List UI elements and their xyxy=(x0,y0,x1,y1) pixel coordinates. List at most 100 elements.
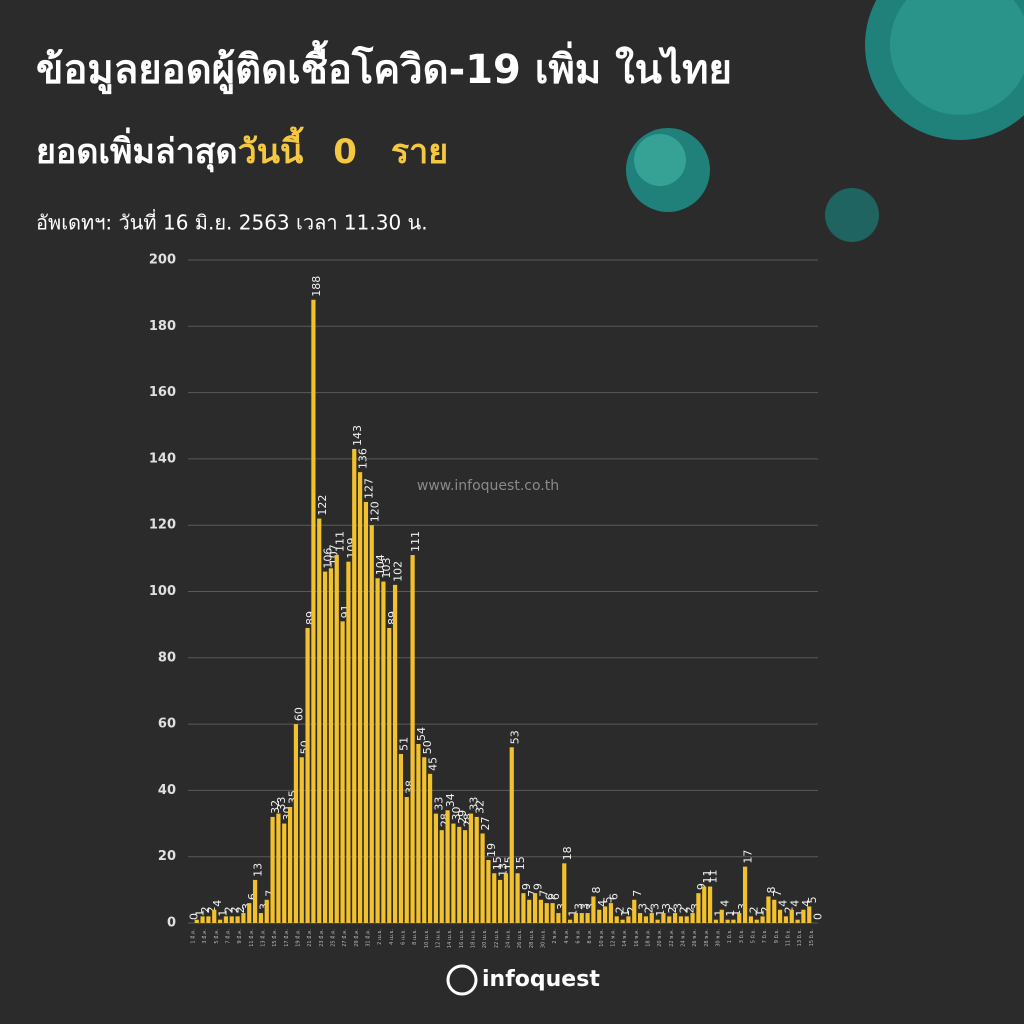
bar xyxy=(795,919,800,923)
value-label: 5 xyxy=(602,896,615,903)
bar xyxy=(649,913,654,923)
bar xyxy=(445,810,450,923)
x-tick-label: 8 เม.ย. xyxy=(412,929,418,945)
value-label: 3 xyxy=(240,903,253,910)
bar xyxy=(766,896,771,923)
bar xyxy=(206,916,211,923)
x-tick-label: 12 พ.ค. xyxy=(610,929,616,947)
value-label: 2 xyxy=(782,906,795,913)
x-tick-label: 11 มี.ค. xyxy=(248,929,255,947)
value-label: 6 xyxy=(607,893,620,900)
value-label: 1 xyxy=(217,910,230,917)
x-tick-label: 6 พ.ค. xyxy=(575,929,581,944)
bar xyxy=(614,916,619,923)
value-label: 30 xyxy=(450,807,463,821)
value-label: 103 xyxy=(380,558,393,579)
x-tick-label: 27 มี.ค. xyxy=(341,929,348,947)
bar xyxy=(305,627,310,923)
x-tick-label: 15 มิ.ย. xyxy=(808,929,815,947)
x-tick-label: 5 มิ.ย. xyxy=(749,929,756,944)
bar xyxy=(608,903,614,923)
value-label: 6 xyxy=(543,893,556,900)
value-label: 8 xyxy=(590,886,603,893)
x-tick-label: 6 เม.ย. xyxy=(400,929,406,945)
bar xyxy=(200,916,205,923)
value-label: 3 xyxy=(689,903,702,910)
value-label: 33 xyxy=(275,797,288,811)
bar xyxy=(579,913,584,923)
x-tick-label: 16 พ.ค. xyxy=(634,929,640,947)
value-label: 7 xyxy=(263,890,276,897)
x-tick-label: 3 มิ.ย. xyxy=(738,929,745,944)
bar xyxy=(707,886,713,923)
bar xyxy=(375,578,380,923)
y-tick-label: 140 xyxy=(149,451,176,466)
bar xyxy=(672,913,678,923)
value-label: 7 xyxy=(537,890,550,897)
bar xyxy=(702,886,707,923)
value-label: 2 xyxy=(234,906,247,913)
bar xyxy=(509,747,514,923)
value-label: 33 xyxy=(432,797,445,811)
x-tick-label: 2 พ.ค. xyxy=(552,929,558,944)
bar xyxy=(241,913,246,923)
logo-icon xyxy=(446,964,478,996)
value-label: 120 xyxy=(368,501,381,522)
x-tick-label: 13 มิ.ย. xyxy=(796,929,803,947)
x-tick-label: 14 เม.ย. xyxy=(447,929,453,948)
value-label: 3 xyxy=(648,903,661,910)
bar xyxy=(760,916,765,923)
bar xyxy=(637,913,643,923)
x-tick-label: 7 มี.ค. xyxy=(224,929,231,944)
subtitle-unit: ราย xyxy=(391,132,448,172)
bar xyxy=(387,627,392,923)
bar xyxy=(217,919,223,923)
bar xyxy=(258,913,264,923)
value-label: 50 xyxy=(421,740,434,754)
bar xyxy=(748,916,754,923)
update-line: อัพเดทฯ: วันที่ 16 มิ.ย. 2563 เวลา 11.30… xyxy=(36,209,428,235)
bar xyxy=(754,919,759,923)
y-tick-label: 0 xyxy=(167,916,176,931)
bar xyxy=(451,823,456,923)
x-tick-label: 30 พ.ค. xyxy=(715,929,721,947)
value-label: 4 xyxy=(596,900,609,907)
value-label: 3 xyxy=(584,903,597,910)
value-label: 18 xyxy=(561,846,574,860)
value-label: 27 xyxy=(479,816,492,830)
bar xyxy=(381,581,386,923)
value-label: 143 xyxy=(351,425,364,446)
bar xyxy=(392,584,398,923)
bar xyxy=(690,913,695,923)
x-tick-label: 14 พ.ค. xyxy=(622,929,628,947)
bar xyxy=(643,916,649,923)
value-label: 3 xyxy=(572,903,585,910)
value-label: 1 xyxy=(619,910,632,917)
bar xyxy=(556,913,561,923)
title: ข้อมูลยอดผู้ติดเชื้อโควิด-19 เพิ่ม ในไทย xyxy=(36,40,732,94)
value-label: 3 xyxy=(637,903,650,910)
value-label: 17 xyxy=(742,850,755,864)
y-tick-label: 20 xyxy=(158,849,176,864)
x-tick-label: 30 เม.ย. xyxy=(540,929,546,948)
value-label: 4 xyxy=(788,900,801,907)
y-tick-label: 60 xyxy=(158,717,176,732)
value-label: 1 xyxy=(794,910,807,917)
bar xyxy=(742,866,748,923)
x-tick-label: 10 พ.ค. xyxy=(599,929,605,947)
bar xyxy=(247,903,252,923)
value-label: 9 xyxy=(532,883,545,890)
value-label: 122 xyxy=(316,495,329,516)
bar xyxy=(398,753,404,923)
y-tick-label: 200 xyxy=(149,253,176,268)
bar xyxy=(807,906,812,923)
value-label: 29 xyxy=(456,810,469,824)
logo: infoquest xyxy=(446,964,600,996)
value-label: 127 xyxy=(362,478,375,499)
bar xyxy=(573,913,579,923)
bar xyxy=(544,903,549,923)
bar xyxy=(340,621,345,923)
value-label: 60 xyxy=(292,707,305,721)
bar xyxy=(474,816,479,923)
bar xyxy=(223,916,229,923)
